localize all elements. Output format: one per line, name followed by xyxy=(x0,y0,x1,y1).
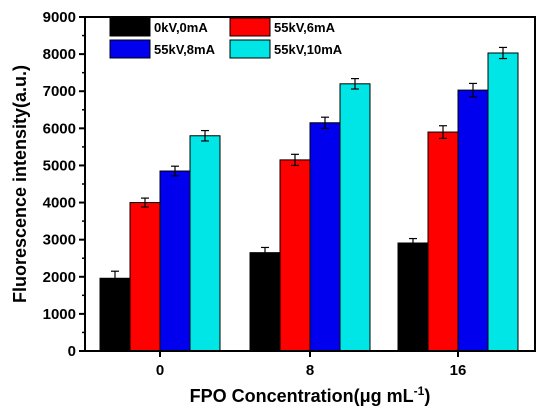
legend-label: 55kV,6mA xyxy=(274,20,336,35)
error-bar-0-2 xyxy=(409,237,417,249)
bar-55kV-8mA-16 xyxy=(457,89,489,352)
x-axis-title-superscript: -1 xyxy=(414,384,425,398)
bar-55kV-6mA-16 xyxy=(427,131,459,352)
error-bar-3-0 xyxy=(201,129,209,142)
x-ticks: 0 8 16 xyxy=(156,351,467,379)
legend-swatch xyxy=(109,17,151,37)
bar-55kV-6mA-8 xyxy=(279,159,311,352)
legend-item: 0kV,0mA xyxy=(109,17,208,37)
error-bar-3-2 xyxy=(499,46,507,60)
y-tick-label: 3000 xyxy=(43,232,76,249)
legend-swatch xyxy=(109,39,151,59)
y-tick-label: 7000 xyxy=(43,83,76,100)
y-tick-label: 5000 xyxy=(43,157,76,174)
bar-55kV-8mA-8 xyxy=(309,122,341,352)
bar-55kV-10mA-0 xyxy=(189,135,221,352)
error-bar-1-2 xyxy=(439,125,447,139)
y-ticks: 0 1000 2000 3000 4000 5000 6000 7000 8000 9000 xyxy=(43,9,85,360)
legend-label: 55kV,8mA xyxy=(154,42,216,57)
bars-layer xyxy=(99,52,519,352)
error-bar-2-0 xyxy=(171,165,179,177)
x-tick-label: 16 xyxy=(450,362,467,379)
bar-0kV-0mA-0 xyxy=(99,277,131,352)
legend-swatch xyxy=(229,17,271,37)
legend-item: 55kV,8mA xyxy=(109,39,216,59)
error-bar-0-1 xyxy=(261,246,269,259)
error-bar-0-0 xyxy=(111,270,119,286)
legend: 0kV,0mA 55kV,6mA 55kV,8mA 55kV,10mA xyxy=(109,17,343,59)
error-bar-2-1 xyxy=(321,116,329,129)
x-tick-label: 0 xyxy=(156,362,164,379)
legend-label: 0kV,0mA xyxy=(154,20,208,35)
y-tick-label: 4000 xyxy=(43,195,76,212)
bar-0kV-0mA-16 xyxy=(397,242,429,352)
legend-item: 55kV,6mA xyxy=(229,17,336,37)
legend-swatch xyxy=(229,39,271,59)
error-bar-1-0 xyxy=(141,197,149,208)
bar-55kV-10mA-8 xyxy=(339,83,371,352)
error-bar-1-1 xyxy=(291,153,299,167)
y-tick-label: 2000 xyxy=(43,269,76,286)
error-bar-3-1 xyxy=(351,78,359,90)
bar-0kV-0mA-8 xyxy=(249,252,281,352)
legend-label: 55kV,10mA xyxy=(274,42,343,57)
y-axis-title: Fluorescence intensity(a.u.) xyxy=(10,65,30,303)
x-axis-title-end: ) xyxy=(424,386,430,406)
y-tick-label: 0 xyxy=(68,343,76,360)
bar-55kV-6mA-0 xyxy=(129,202,161,352)
error-bar-2-2 xyxy=(469,82,477,98)
error-bars-layer xyxy=(111,46,507,286)
y-tick-label: 6000 xyxy=(43,120,76,137)
x-tick-label: 8 xyxy=(306,362,314,379)
bar-55kV-8mA-0 xyxy=(159,170,191,352)
y-tick-label: 8000 xyxy=(43,46,76,63)
x-axis-title-main: FPO Concentration(μg mL xyxy=(190,386,414,406)
y-tick-label: 9000 xyxy=(43,9,76,26)
legend-item: 55kV,10mA xyxy=(229,39,343,59)
y-tick-label: 1000 xyxy=(43,306,76,323)
x-axis-title: FPO Concentration(μg mL-1) xyxy=(190,384,431,406)
bar-55kV-10mA-16 xyxy=(487,52,519,352)
